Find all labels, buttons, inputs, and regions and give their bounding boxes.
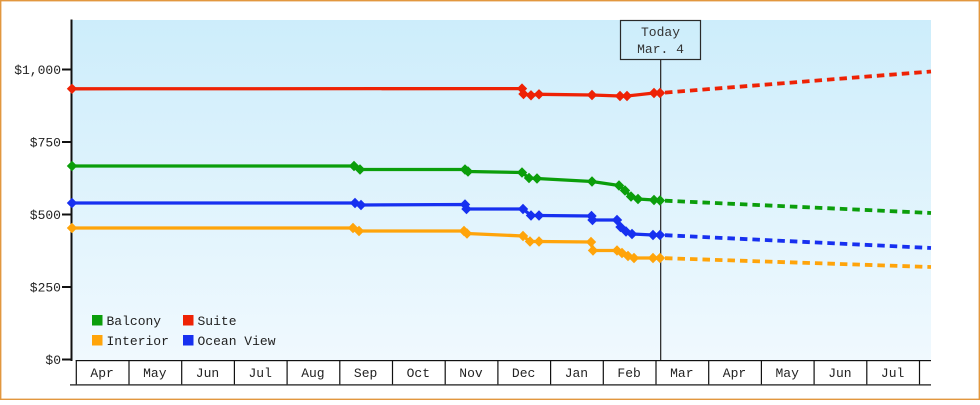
svg-text:May: May xyxy=(775,366,799,381)
svg-text:Jul: Jul xyxy=(881,366,905,381)
svg-text:Aug: Aug xyxy=(301,366,324,381)
svg-text:Oct: Oct xyxy=(407,366,430,381)
svg-text:Mar: Mar xyxy=(670,366,693,381)
svg-text:$1,000: $1,000 xyxy=(14,63,61,78)
svg-text:Feb: Feb xyxy=(617,366,640,381)
svg-text:Dec: Dec xyxy=(512,366,535,381)
svg-text:$0: $0 xyxy=(45,353,61,368)
svg-text:Suite: Suite xyxy=(198,314,237,329)
svg-text:Jun: Jun xyxy=(828,366,851,381)
svg-text:Apr: Apr xyxy=(90,366,113,381)
svg-text:Sep: Sep xyxy=(354,366,377,381)
svg-text:Balcony: Balcony xyxy=(107,314,162,329)
svg-text:May: May xyxy=(143,366,167,381)
svg-text:$750: $750 xyxy=(30,136,61,151)
svg-text:Jun: Jun xyxy=(196,366,219,381)
svg-text:Apr: Apr xyxy=(723,366,746,381)
svg-text:Interior: Interior xyxy=(107,334,169,349)
svg-text:$500: $500 xyxy=(30,208,61,223)
svg-text:Jan: Jan xyxy=(565,366,588,381)
svg-text:Jul: Jul xyxy=(248,366,272,381)
svg-text:Nov: Nov xyxy=(459,366,483,381)
svg-text:Ocean View: Ocean View xyxy=(198,334,276,349)
svg-text:Mar. 4: Mar. 4 xyxy=(637,42,684,57)
svg-text:$250: $250 xyxy=(30,281,61,296)
svg-text:Today: Today xyxy=(641,25,680,40)
